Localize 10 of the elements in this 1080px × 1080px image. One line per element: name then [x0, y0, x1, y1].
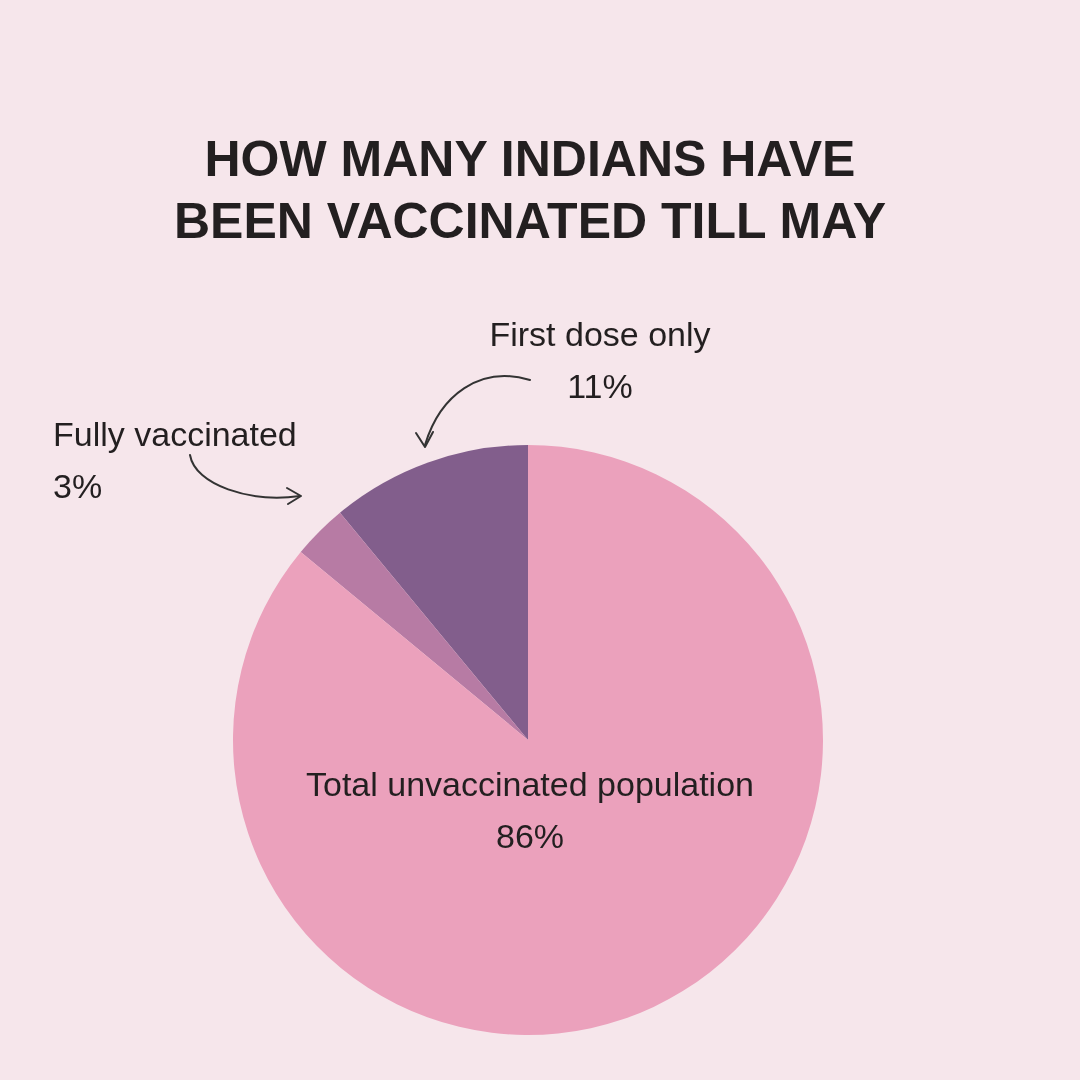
slice-label: First dose only [488, 314, 712, 355]
pie-slice [300, 512, 528, 740]
pie-slice [339, 445, 528, 740]
data-label: 11% [566, 366, 634, 407]
slice-label: Fully vaccinated [53, 414, 298, 455]
pie-slice [233, 445, 823, 1035]
data-label: 3% [53, 466, 104, 507]
data-label: 86% [494, 816, 566, 857]
chart-title: HOW MANY INDIANS HAVE BEEN VACCINATED TILL MAY [172, 130, 888, 251]
slice-label: Total unvaccinated population [305, 764, 755, 805]
